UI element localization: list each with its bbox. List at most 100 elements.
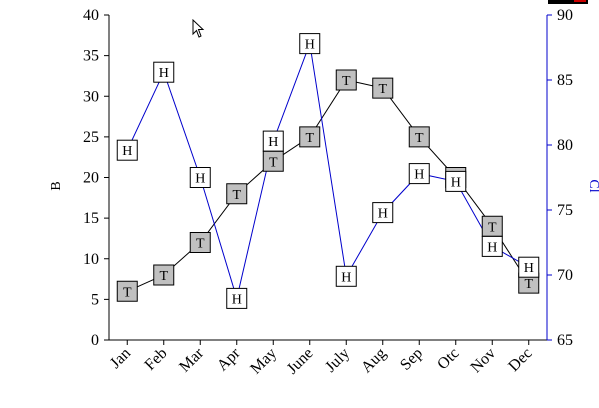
marker-box bbox=[408, 163, 430, 185]
marker-box bbox=[372, 77, 394, 99]
right-tick-label: 85 bbox=[557, 72, 573, 89]
right-axis-ticks: 65 70 75 80 85 90 bbox=[547, 7, 573, 349]
left-tick-label: 0 bbox=[91, 332, 99, 349]
left-axis-ticks: 0 5 10 15 20 25 30 35 40 bbox=[83, 7, 109, 349]
right-tick-label: 70 bbox=[557, 267, 573, 284]
data-point-t: T bbox=[153, 264, 175, 286]
right-tick-label: 90 bbox=[557, 7, 573, 24]
x-tick-label: Mar bbox=[176, 344, 207, 375]
x-tick-label: Aug bbox=[358, 345, 390, 377]
marker-label: T bbox=[378, 82, 387, 97]
right-tick-label: 65 bbox=[557, 332, 573, 349]
marker-label: T bbox=[524, 277, 533, 292]
data-point-t: T bbox=[408, 126, 430, 148]
data-point-t: T bbox=[189, 232, 211, 253]
data-point-h: H bbox=[372, 202, 394, 224]
data-point-t: T bbox=[116, 280, 138, 302]
marker-label: H bbox=[414, 168, 424, 183]
left-tick-label: 15 bbox=[83, 210, 99, 227]
left-tick-label: 40 bbox=[83, 7, 99, 24]
data-point-h: H bbox=[299, 33, 321, 55]
marker-box bbox=[335, 69, 357, 91]
left-tick-label: 20 bbox=[83, 170, 99, 187]
series-line-t bbox=[127, 79, 530, 292]
marker-label: H bbox=[159, 66, 169, 81]
marker-label: H bbox=[451, 175, 461, 190]
marker-label: H bbox=[305, 38, 315, 53]
data-point-h: H bbox=[335, 265, 357, 287]
marker-box bbox=[372, 202, 394, 224]
data-point-h: H bbox=[518, 256, 540, 278]
marker-label: T bbox=[196, 237, 205, 252]
data-point-h: H bbox=[116, 139, 138, 161]
marker-box bbox=[481, 235, 503, 257]
marker-label: T bbox=[123, 285, 132, 300]
left-tick-label: 30 bbox=[83, 88, 99, 105]
marker-box bbox=[445, 170, 467, 192]
data-point-t: T bbox=[262, 150, 284, 172]
marker-label: H bbox=[195, 172, 205, 187]
marker-box bbox=[518, 256, 540, 278]
marker-label: H bbox=[268, 135, 278, 150]
x-tick-label: Apr bbox=[214, 344, 244, 374]
marker-label: T bbox=[232, 188, 241, 203]
x-tick-label: June bbox=[284, 345, 317, 378]
data-point-t: T bbox=[226, 183, 248, 205]
marker-box bbox=[262, 130, 284, 152]
data-point-t: T bbox=[299, 126, 321, 148]
x-tick-label: Sep bbox=[397, 345, 426, 374]
x-tick-label: May bbox=[247, 345, 280, 378]
marker-label: T bbox=[269, 155, 278, 170]
marker-label: T bbox=[342, 74, 351, 89]
data-point-h: H bbox=[481, 235, 503, 257]
left-tick-label: 10 bbox=[83, 251, 99, 268]
data-point-t: T bbox=[335, 69, 357, 91]
data-point-h: H bbox=[226, 287, 248, 309]
mouse-pointer-icon bbox=[192, 19, 205, 38]
x-tick-label: Otc bbox=[434, 345, 462, 373]
marker-label: H bbox=[487, 240, 497, 255]
left-tick-label: 25 bbox=[83, 129, 99, 146]
data-point-h: H bbox=[189, 167, 211, 188]
data-point-h: H bbox=[153, 61, 175, 83]
marker-label: T bbox=[415, 131, 424, 146]
marker-label: H bbox=[524, 261, 534, 276]
right-axis-title: Cl bbox=[586, 179, 599, 192]
x-tick-label: Nov bbox=[468, 345, 500, 377]
data-point-h: H bbox=[262, 130, 284, 152]
series-line-h bbox=[126, 41, 530, 301]
marker-box bbox=[189, 232, 211, 253]
marker-label: H bbox=[378, 207, 388, 222]
marker-box bbox=[116, 139, 138, 161]
marker-label: H bbox=[122, 144, 132, 159]
marker-label: H bbox=[232, 292, 242, 307]
data-point-t: T bbox=[372, 77, 394, 99]
x-tick-label: Feb bbox=[142, 345, 171, 374]
x-tick-label: Dec bbox=[505, 345, 535, 375]
x-tick-label: July bbox=[322, 345, 353, 376]
right-tick-label: 75 bbox=[557, 202, 573, 219]
legend-badge bbox=[548, 0, 588, 4]
marker-box bbox=[226, 287, 248, 309]
marker-box bbox=[153, 61, 175, 83]
left-tick-label: 35 bbox=[83, 48, 99, 65]
data-point-t: T bbox=[518, 272, 540, 294]
data-point-h: H bbox=[445, 170, 467, 192]
marker-box bbox=[408, 126, 430, 148]
marker-label: T bbox=[305, 131, 314, 146]
marker-box bbox=[299, 126, 321, 148]
data-point-t: T bbox=[481, 215, 503, 237]
series-markers: TTTTTTTTTTTTHHHHHHHHHHHH bbox=[116, 33, 540, 309]
left-axis-title: B bbox=[49, 181, 64, 190]
marker-box bbox=[116, 280, 138, 302]
marker-label: T bbox=[488, 220, 497, 235]
left-tick-label: 5 bbox=[91, 291, 99, 308]
series-lines bbox=[126, 41, 530, 301]
marker-box bbox=[189, 167, 211, 188]
data-point-h: H bbox=[408, 163, 430, 185]
x-axis-ticks: Jan Feb Mar Apr May June July Aug Sep Otc Nov Dec bbox=[107, 340, 536, 378]
x-tick-label: Jan bbox=[107, 345, 134, 372]
marker-label: T bbox=[159, 269, 168, 284]
